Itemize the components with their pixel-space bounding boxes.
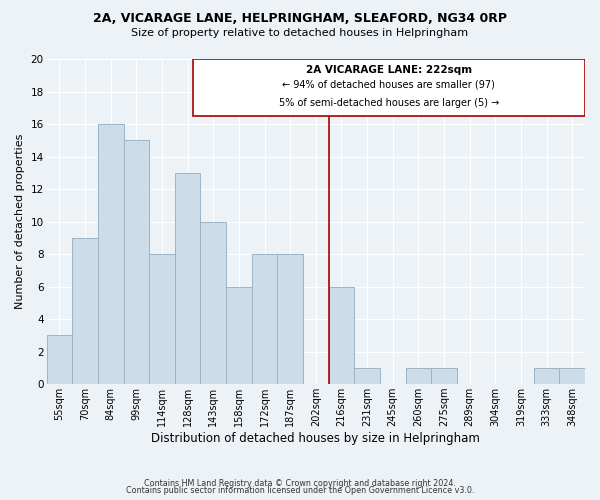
Bar [329,286,354,384]
Bar [124,140,149,384]
Bar [431,368,457,384]
Text: 2A, VICARAGE LANE, HELPRINGHAM, SLEAFORD, NG34 0RP: 2A, VICARAGE LANE, HELPRINGHAM, SLEAFORD… [93,12,507,26]
Bar [226,286,251,384]
Bar [149,254,175,384]
Text: Contains public sector information licensed under the Open Government Licence v3: Contains public sector information licen… [126,486,474,495]
Bar [72,238,98,384]
Text: 2A VICARAGE LANE: 222sqm: 2A VICARAGE LANE: 222sqm [306,64,472,74]
Text: Size of property relative to detached houses in Helpringham: Size of property relative to detached ho… [131,28,469,38]
Bar [559,368,585,384]
Bar [200,222,226,384]
Bar [406,368,431,384]
Text: Contains HM Land Registry data © Crown copyright and database right 2024.: Contains HM Land Registry data © Crown c… [144,478,456,488]
X-axis label: Distribution of detached houses by size in Helpringham: Distribution of detached houses by size … [151,432,480,445]
FancyBboxPatch shape [193,59,585,116]
Bar [277,254,303,384]
Text: ← 94% of detached houses are smaller (97): ← 94% of detached houses are smaller (97… [283,79,496,89]
Bar [354,368,380,384]
Y-axis label: Number of detached properties: Number of detached properties [15,134,25,310]
Bar [175,173,200,384]
Text: 5% of semi-detached houses are larger (5) →: 5% of semi-detached houses are larger (5… [279,98,499,108]
Bar [534,368,559,384]
Bar [251,254,277,384]
Bar [98,124,124,384]
Bar [47,336,72,384]
